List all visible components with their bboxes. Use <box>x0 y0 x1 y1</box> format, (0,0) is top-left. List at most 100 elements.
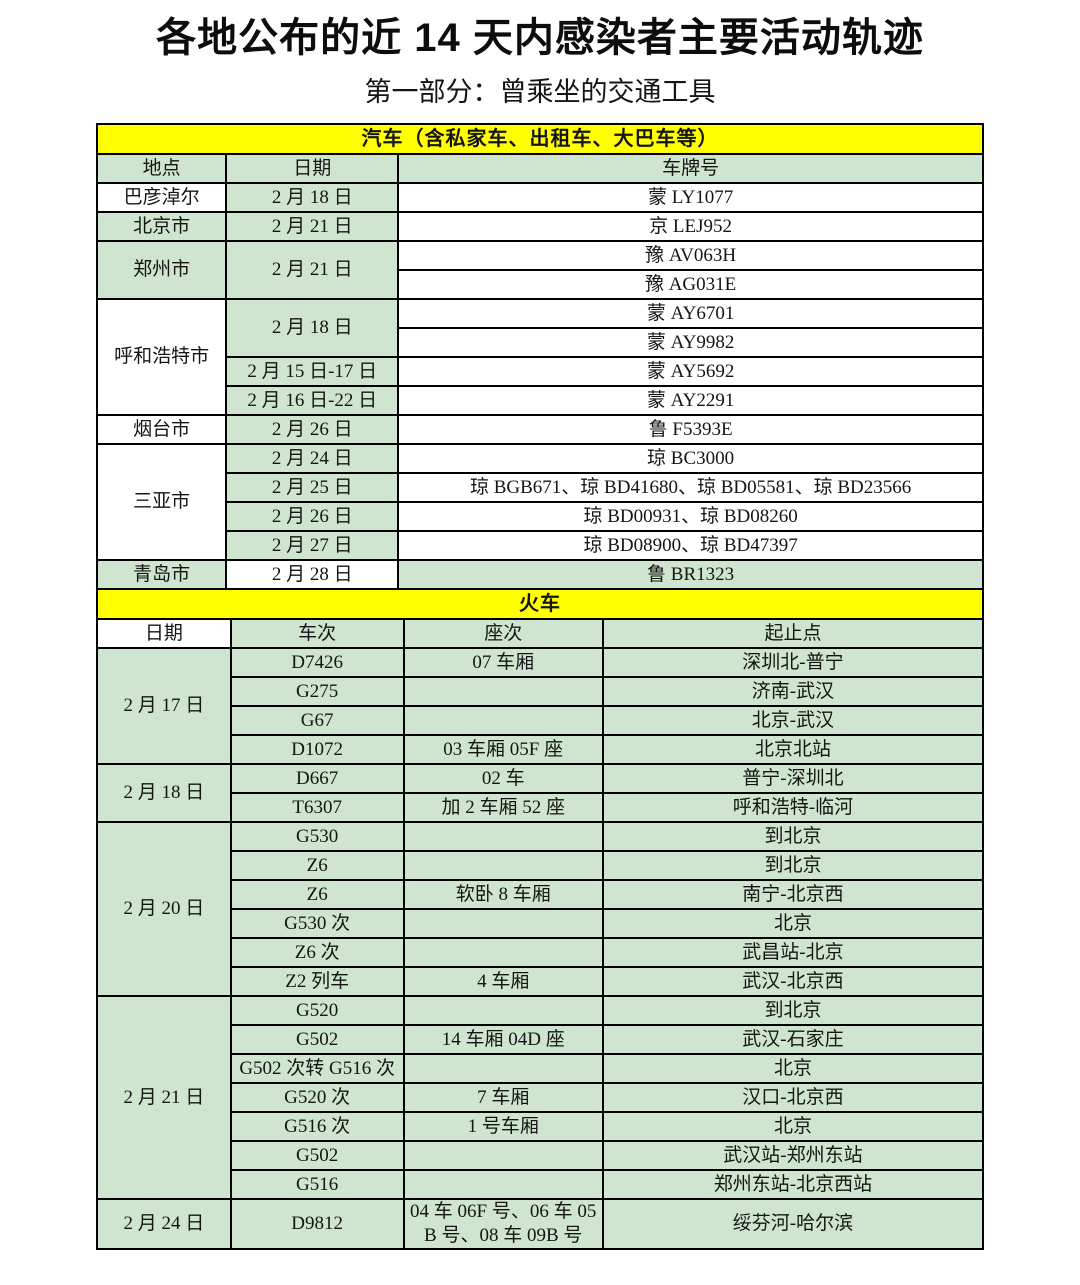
table-cell <box>402 676 604 707</box>
page-title: 各地公布的近 14 天内感染者主要活动轨迹 <box>156 16 924 60</box>
table-cell: D9812 <box>229 1198 405 1250</box>
table-cell: G275 <box>229 676 405 707</box>
table-cell: Z2 列车 <box>229 966 405 997</box>
table-row: G275 济南-武汉 <box>97 676 985 707</box>
table-cell: 4 车厢 <box>402 966 604 997</box>
table-cell: G520 <box>229 995 405 1026</box>
table-cell: G67 <box>229 705 405 736</box>
table-cell: Z6 次 <box>229 937 405 968</box>
table-cell <box>402 1169 604 1200</box>
table-row: 2 月 20 日 G530 到北京 <box>96 821 985 997</box>
table-cell: 2 月 18 日 <box>225 182 400 213</box>
table-cell: 北京 <box>601 1053 985 1084</box>
table-cell: 到北京 <box>601 995 985 1026</box>
table-cell: Z6 <box>229 850 405 881</box>
table-cell: 软卧 8 车厢 <box>402 879 604 910</box>
table-row: 2 月 24 日 D9812 04 车 06F 号、06 车 05B 号、08 车 … <box>96 1198 985 1250</box>
table-cell: 郑州市 <box>95 240 228 300</box>
table-cell: 绥芬河-哈尔滨 <box>601 1198 985 1250</box>
table-cell: Z6 <box>229 879 405 910</box>
table-cell: D667 <box>229 763 405 794</box>
table-cell: G502 <box>229 1024 405 1055</box>
table-cell: 北京-武汉 <box>601 705 985 736</box>
table-cell: 武汉-石家庄 <box>601 1024 985 1055</box>
table-cell: 2 月 20 日 <box>96 821 232 997</box>
table-cell: 普宁-深圳北 <box>601 763 985 794</box>
table-row: G502 次转 G516 次 北京 <box>97 1053 985 1084</box>
table-cell: 2 月 27 日 <box>225 530 400 561</box>
table-cell: 2 月 18 日 <box>225 298 400 358</box>
table-cell: 02 车 <box>402 763 604 794</box>
table-cell: T6307 <box>229 792 405 823</box>
table-cell: 烟台市 <box>95 414 228 445</box>
table-cell: G530 次 <box>229 908 405 939</box>
table-cell: 1 号车厢 <box>402 1111 604 1142</box>
document-body: 汽车（含私家车、出租车、大巴车等） 地点 日期 车牌号 巴彦淖尔 2 月 18 日蒙 L… <box>95 123 985 1250</box>
table-row: D1072 03 车厢 05F 座北京北站 <box>97 734 985 765</box>
table-cell: 2 月 26 日 <box>225 501 400 532</box>
table-cell: 琼 BC3000 <box>397 443 984 474</box>
table-cell: 地点 <box>95 153 228 184</box>
table-row: Z6 次 武昌站-北京 <box>97 937 985 968</box>
table-cell: 南宁-北京西 <box>601 879 985 910</box>
section-banner-trains: 火车 <box>96 588 984 620</box>
table-cell: 2 月 16 日-22 日 <box>225 385 400 416</box>
table-cell: 北京北站 <box>601 734 985 765</box>
table-cell: 武汉站-郑州东站 <box>601 1140 985 1171</box>
table-cell <box>402 821 604 852</box>
table-cell: 2 月 24 日 <box>96 1198 232 1250</box>
table-row: Z2 列车 4 车厢 武汉-北京西 <box>97 966 985 997</box>
table-row: 地点 日期 车牌号 <box>95 153 984 184</box>
table-cell <box>402 995 604 1026</box>
table-cell: 琼 BD00931、琼 BD08260 <box>397 501 984 532</box>
table-row: 烟台市 2 月 26 日鲁 F5393E <box>95 414 984 445</box>
table-cell: 深圳北-普宁 <box>601 647 985 678</box>
table-row: 蒙 AY9982 <box>97 327 984 358</box>
table-row: 青岛市 2 月 28 日鲁 BR1323 <box>95 559 984 590</box>
table-cell: 琼 BGB671、琼 BD41680、琼 BD05581、琼 BD23566 <box>397 472 984 503</box>
table-row: G67 北京-武汉 <box>97 705 985 736</box>
table-row: 2 月 15 日-17 日蒙 AY5692 <box>97 356 984 387</box>
table-cell: 鲁 F5393E <box>397 414 984 445</box>
table-row: 2 月 18 日 D667 02 车普宁-深圳北 <box>96 763 985 823</box>
table-row: G516 郑州东站-北京西站 <box>97 1169 985 1200</box>
table-cell: 到北京 <box>601 850 985 881</box>
table-cell: 车次 <box>229 618 405 649</box>
table-row: 2 月 25 日琼 BGB671、琼 BD41680、琼 BD05581、琼 B… <box>97 472 984 503</box>
table-row: 呼和浩特市 2 月 18 日蒙 AY6701 <box>95 298 984 416</box>
table-cell: 郑州东站-北京西站 <box>601 1169 985 1200</box>
table-cell: 豫 AV063H <box>397 240 984 271</box>
table-cell: D1072 <box>229 734 405 765</box>
table-cell <box>402 1053 604 1084</box>
table-cell: 2 月 25 日 <box>225 472 400 503</box>
table-cell: G516 <box>229 1169 405 1200</box>
table-row: Z6 到北京 <box>97 850 985 881</box>
table-cell: 2 月 17 日 <box>96 647 232 765</box>
table-cell: 巴彦淖尔 <box>95 182 228 213</box>
table-cell: 济南-武汉 <box>601 676 985 707</box>
table-cell: 2 月 21 日 <box>225 240 400 300</box>
table-cell: 日期 <box>96 618 232 649</box>
table-cell: 2 月 18 日 <box>96 763 232 823</box>
table-cell: 2 月 28 日 <box>225 559 400 590</box>
table-cell: 2 月 26 日 <box>225 414 400 445</box>
table-cell: 鲁 BR1323 <box>397 559 984 590</box>
table-cell: 03 车厢 05F 座 <box>402 734 604 765</box>
table-cell <box>402 705 604 736</box>
table-cell: 日期 <box>225 153 400 184</box>
table-cell: G520 次 <box>229 1082 405 1113</box>
trains-table: 日期 车次 座次 起止点 2 月 17 日 D7426 07 车厢 深圳北-普宁 G275 济南-… <box>96 618 985 1250</box>
table-cell: 起止点 <box>601 618 985 649</box>
page-subtitle: 第一部分：曾乘坐的交通工具 <box>364 77 716 107</box>
section-banner-cars: 汽车（含私家车、出租车、大巴车等） <box>96 123 984 155</box>
table-cell: G530 <box>229 821 405 852</box>
table-cell: 北京 <box>601 1111 985 1142</box>
table-cell: 14 车厢 04D 座 <box>402 1024 604 1055</box>
table-cell: 车牌号 <box>397 153 984 184</box>
table-row: 三亚市 2 月 24 日琼 BC3000 <box>95 443 984 561</box>
table-cell: 蒙 AY6701 <box>397 298 984 329</box>
table-cell: 蒙 LY1077 <box>397 182 984 213</box>
table-cell: G502 <box>229 1140 405 1171</box>
table-cell: 到北京 <box>601 821 985 852</box>
